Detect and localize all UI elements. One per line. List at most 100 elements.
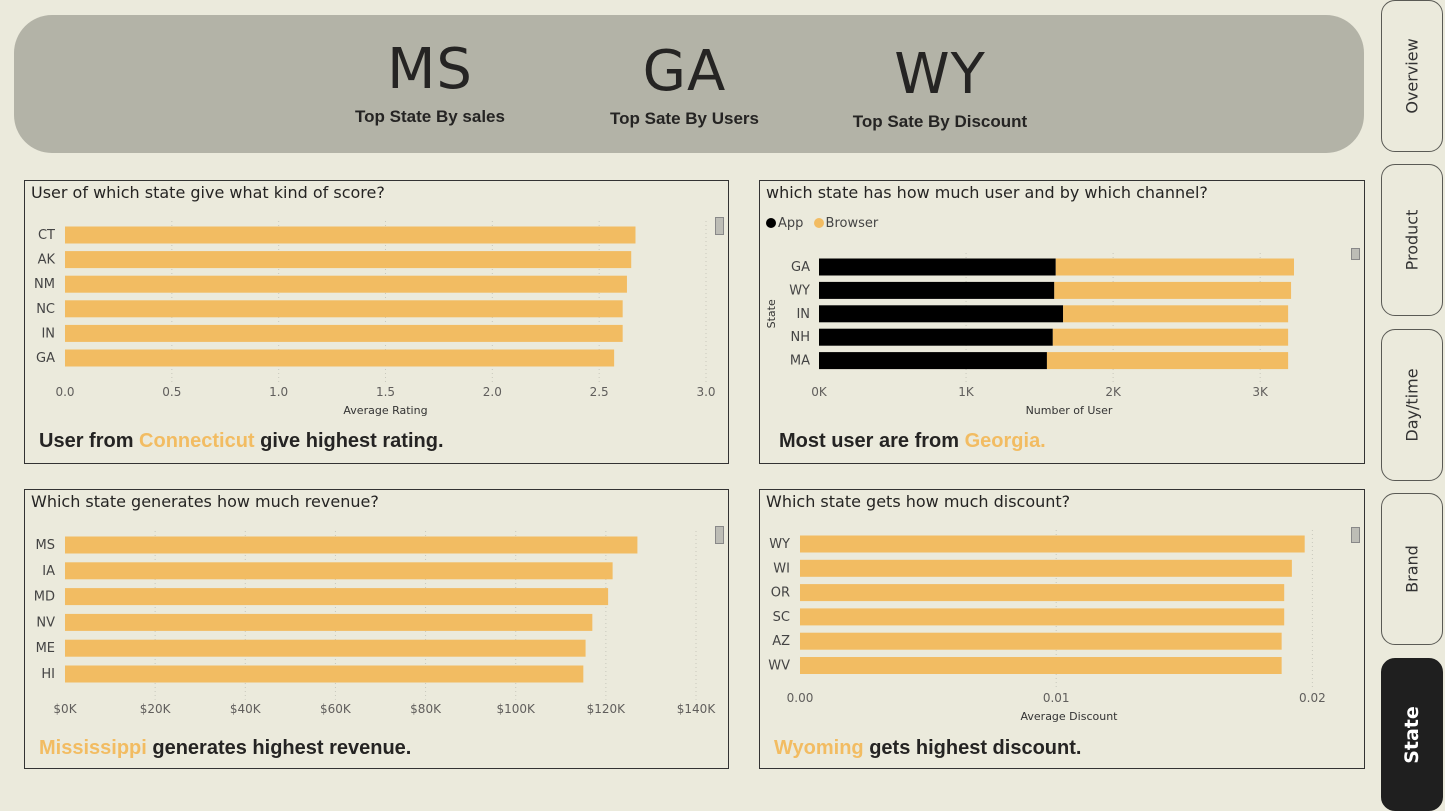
panel-rating: User of which state give what kind of sc… <box>24 180 729 464</box>
y-category-label: NC <box>36 302 55 317</box>
bar-app <box>819 352 1047 370</box>
legend-dot-browser <box>813 218 824 228</box>
nav-tab-label: Brand <box>1402 545 1422 593</box>
x-tick-label: 3K <box>1252 385 1269 399</box>
x-tick-label: 1.0 <box>269 385 288 399</box>
y-category-label: AZ <box>772 634 790 649</box>
bar-app <box>819 305 1064 323</box>
kpi-top-state-sales: MS Top State By sales <box>340 37 520 127</box>
x-tick-label: 0.5 <box>162 385 181 399</box>
y-category-label: NM <box>34 277 55 292</box>
y-category-label: NV <box>36 615 55 630</box>
insight-text: Wyoming gets highest discount. <box>774 737 1081 760</box>
panel-users: which state has how much user and by whi… <box>759 180 1365 464</box>
bar <box>800 535 1305 553</box>
bar <box>800 657 1282 674</box>
bar <box>65 324 623 342</box>
y-category-label: IA <box>42 564 55 579</box>
bar-app <box>819 258 1056 276</box>
insight-highlight: Wyoming <box>774 737 864 759</box>
x-tick-label: $140K <box>677 702 717 716</box>
kpi-value: GA <box>642 39 727 104</box>
y-category-label: MS <box>36 538 55 553</box>
y-category-label: CT <box>38 228 55 243</box>
legend-dot-app <box>766 218 776 228</box>
insight-pre: Most user are from <box>779 430 965 452</box>
kpi-banner: MS Top State By sales GA Top Sate By Use… <box>14 15 1364 153</box>
bar-app <box>819 328 1053 346</box>
x-tick-label: 0.01 <box>1043 691 1070 705</box>
bar <box>65 536 638 554</box>
bar <box>65 275 627 293</box>
bar-app <box>819 281 1055 299</box>
insight-post: gets highest discount. <box>863 737 1082 759</box>
x-tick-label: 0.02 <box>1299 691 1326 705</box>
bar <box>65 349 615 367</box>
y-category-label: IN <box>796 307 810 322</box>
bar-browser <box>1052 328 1289 346</box>
users-chart: 0K 1K 2K 3K GA WY IN NH MA Number of User State <box>765 253 1294 417</box>
nav-tab-label: Day/time <box>1402 368 1422 442</box>
y-category-label: WI <box>773 561 790 576</box>
x-tick-label: 0.0 <box>55 385 74 399</box>
nav-tab-label: Product <box>1402 209 1422 271</box>
scrollbar[interactable] <box>715 217 724 235</box>
panel-title: Which state generates how much revenue? <box>31 492 379 511</box>
x-tick-label: 1.5 <box>376 385 395 399</box>
bar <box>65 226 636 244</box>
bar <box>800 608 1285 626</box>
x-tick-label: 2.5 <box>590 385 609 399</box>
insight-highlight: Mississippi <box>39 737 147 759</box>
kpi-top-state-discount: WY Top Sate By Discount <box>840 42 1040 132</box>
y-category-label: GA <box>36 351 55 366</box>
panel-discount: Which state gets how much discount? 0.00… <box>759 489 1365 769</box>
bar <box>65 613 593 631</box>
insight-highlight: Georgia. <box>964 430 1046 452</box>
x-tick-label: 0K <box>811 385 828 399</box>
discount-chart: 0.00 0.01 0.02 WY WI OR SC AZ WV Average Discount <box>768 530 1326 723</box>
y-category-label: NH <box>791 330 811 345</box>
legend-label-app: App <box>778 216 804 231</box>
bar-browser <box>1054 281 1292 299</box>
bar <box>65 639 586 657</box>
y-category-label: MD <box>34 590 55 605</box>
rating-chart: 0.0 0.5 1.0 1.5 2.0 2.5 3.0 CT AK NM NC IN GA Average… <box>34 221 716 417</box>
bar <box>65 588 609 606</box>
x-tick-label: $60K <box>320 702 352 716</box>
nav-tab-product[interactable]: Product <box>1381 164 1443 316</box>
kpi-top-state-users: GA Top Sate By Users <box>597 39 772 129</box>
bar-browser <box>1063 305 1289 323</box>
nav-tab-brand[interactable]: Brand <box>1381 493 1443 645</box>
bar <box>800 559 1292 577</box>
nav-tab-label: State <box>1401 705 1423 764</box>
kpi-value: MS <box>387 37 473 102</box>
x-tick-label: $40K <box>230 702 262 716</box>
panel-title: Which state gets how much discount? <box>766 492 1071 511</box>
bar <box>800 632 1282 650</box>
nav-tab-state[interactable]: State <box>1381 658 1443 811</box>
nav-tab-label: Overview <box>1402 38 1422 114</box>
y-category-label: WY <box>769 537 790 552</box>
y-category-label: WV <box>768 659 790 674</box>
scrollbar[interactable] <box>1351 248 1360 260</box>
bar <box>65 300 623 318</box>
y-category-label: WY <box>789 283 810 298</box>
x-tick-label: 2K <box>1105 385 1122 399</box>
nav-tab-overview[interactable]: Overview <box>1381 0 1443 152</box>
insight-highlight: Connecticut <box>139 430 255 452</box>
x-tick-label: $120K <box>587 702 627 716</box>
x-tick-label: 0.00 <box>787 691 814 705</box>
scrollbar[interactable] <box>1351 527 1360 543</box>
insight-text: Mississippi generates highest revenue. <box>39 737 411 760</box>
y-axis-title: State <box>765 299 778 328</box>
kpi-label: Top Sate By Users <box>610 109 759 128</box>
nav-tab-daytime[interactable]: Day/time <box>1381 329 1443 481</box>
y-category-label: HI <box>41 667 55 682</box>
revenue-chart: $0K $20K $40K $60K $80K $100K $120K $140K MS IA MD… <box>34 531 717 716</box>
panel-title: User of which state give what kind of sc… <box>31 183 385 202</box>
bar <box>800 584 1285 602</box>
bar <box>65 562 613 580</box>
bar <box>65 665 584 683</box>
bar-browser <box>1055 258 1294 276</box>
scrollbar[interactable] <box>715 526 724 544</box>
